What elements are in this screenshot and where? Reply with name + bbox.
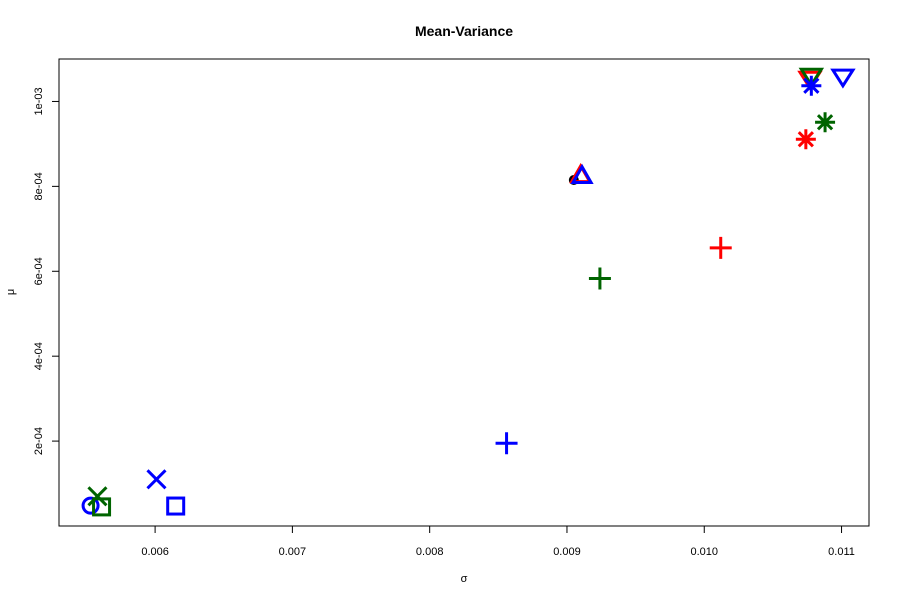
point-triangle-down bbox=[798, 67, 825, 88]
x-tick-label: 0.008 bbox=[416, 546, 444, 558]
x-tick-label: 0.009 bbox=[553, 546, 581, 558]
point-asterisk bbox=[801, 75, 822, 96]
x-tick-label: 0.010 bbox=[690, 546, 718, 558]
y-tick-label: 2e-04 bbox=[33, 427, 45, 455]
point-circle bbox=[81, 496, 100, 515]
x-axis: 0.006 0.007 0.008 0.009 0.010 0.011 bbox=[141, 526, 855, 558]
y-tick-label: 6e-04 bbox=[33, 257, 45, 285]
x-tick-label: 0.011 bbox=[828, 546, 855, 558]
y-axis: 2e-04 4e-04 6e-04 8e-04 1e-03 bbox=[33, 87, 59, 455]
y-tick-label: 4e-04 bbox=[33, 342, 45, 370]
point-plus bbox=[588, 267, 611, 290]
point-x bbox=[146, 469, 167, 490]
x-tick-label: 0.006 bbox=[141, 546, 169, 558]
point-square bbox=[166, 496, 186, 516]
point-triangle-up bbox=[570, 163, 594, 184]
plot-frame bbox=[58, 58, 870, 527]
y-tick-label: 1e-03 bbox=[33, 87, 45, 115]
x-axis-label: σ bbox=[461, 573, 468, 585]
point-plus bbox=[495, 432, 518, 455]
y-axis-label: μ bbox=[5, 289, 17, 295]
point-asterisk bbox=[815, 112, 836, 133]
point-asterisk bbox=[795, 129, 816, 150]
point-plus bbox=[709, 236, 732, 259]
x-tick-label: 0.007 bbox=[279, 546, 307, 558]
y-tick-label: 8e-04 bbox=[33, 172, 45, 200]
chart-title: Mean-Variance bbox=[415, 23, 513, 39]
point-square bbox=[92, 497, 112, 517]
point-triangle-down bbox=[830, 68, 856, 89]
data-points bbox=[81, 67, 856, 517]
point-x bbox=[87, 486, 108, 507]
